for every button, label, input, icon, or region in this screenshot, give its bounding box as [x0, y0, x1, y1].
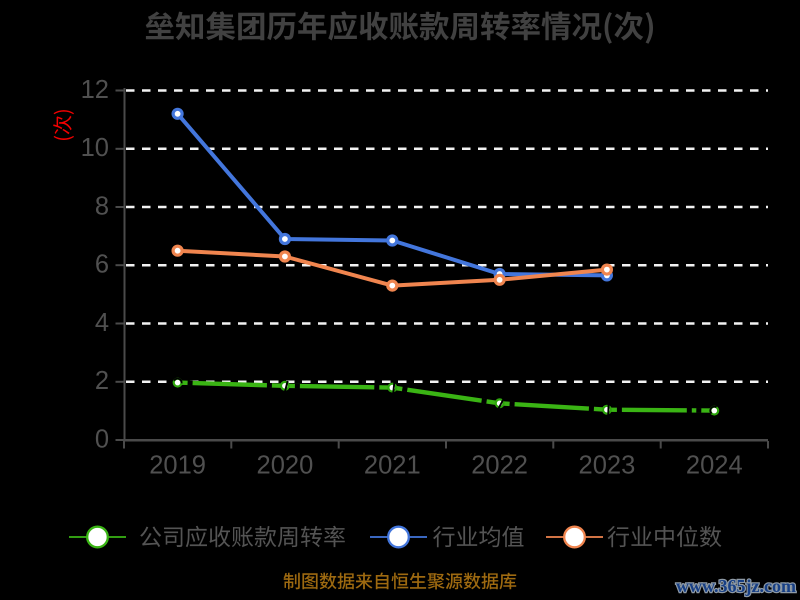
- svg-text:4: 4: [95, 309, 109, 337]
- svg-text:12: 12: [81, 76, 109, 104]
- svg-text:2020: 2020: [257, 452, 314, 480]
- svg-text:2: 2: [95, 367, 109, 395]
- svg-text:2024: 2024: [686, 452, 743, 480]
- svg-text:2022: 2022: [471, 452, 528, 480]
- svg-text:www.365jz.com: www.365jz.com: [676, 576, 796, 596]
- svg-text:8: 8: [95, 192, 109, 220]
- svg-text:2019: 2019: [149, 452, 206, 480]
- svg-text:6: 6: [95, 251, 109, 279]
- svg-text:www.365jz.com: www.365jz.com: [676, 576, 796, 596]
- svg-text:0: 0: [95, 425, 109, 453]
- svg-text:2023: 2023: [579, 452, 636, 480]
- svg-text:10: 10: [81, 134, 109, 162]
- svg-text:2021: 2021: [364, 452, 421, 480]
